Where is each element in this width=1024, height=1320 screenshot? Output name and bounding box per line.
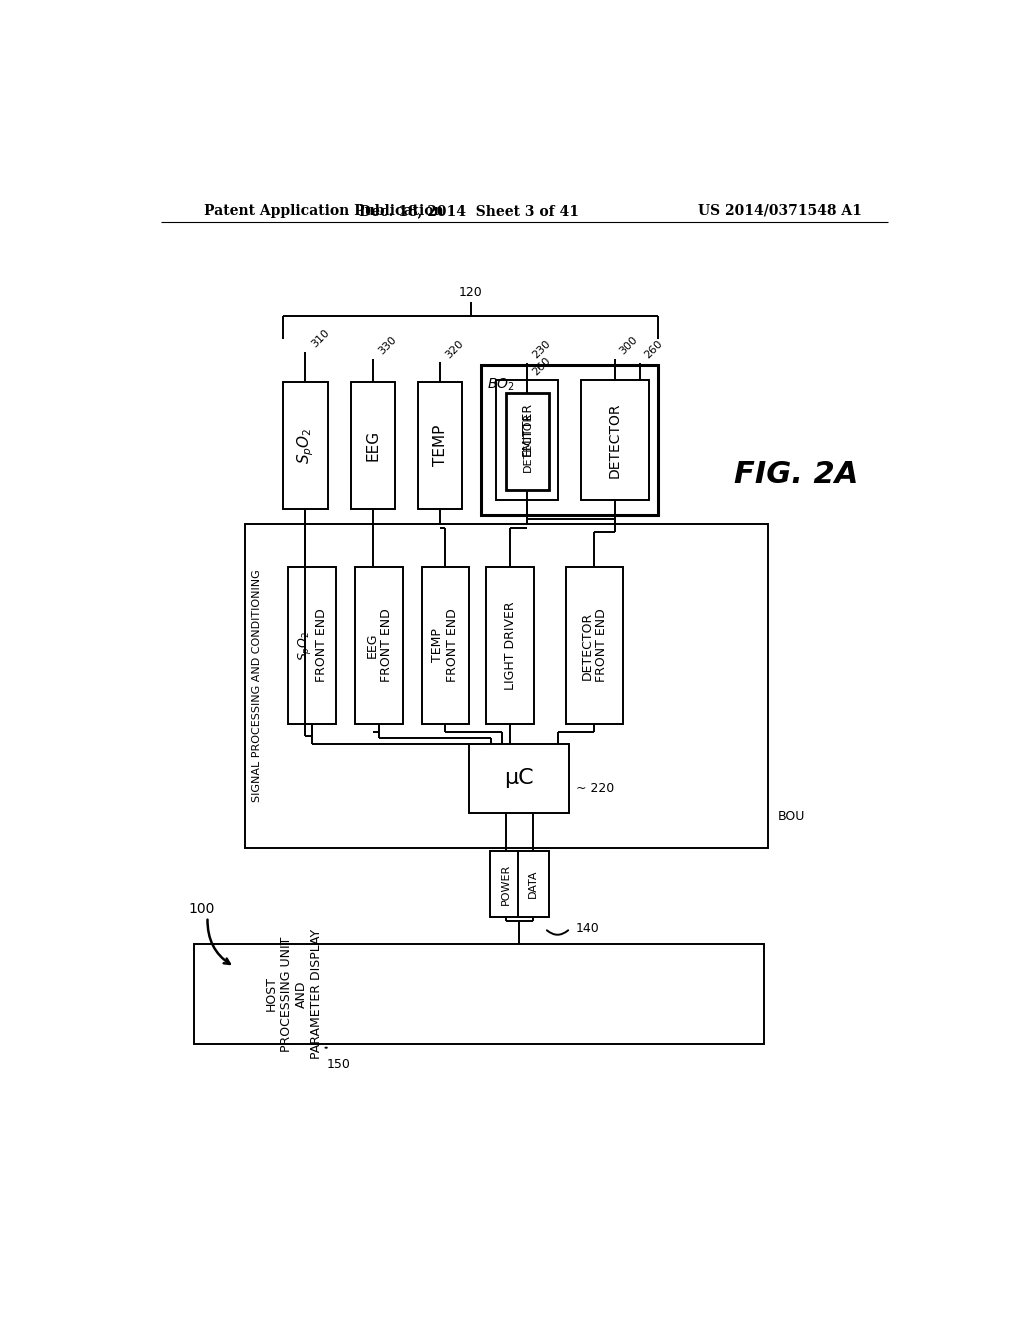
Text: Dec. 18, 2014  Sheet 3 of 41: Dec. 18, 2014 Sheet 3 of 41 bbox=[359, 203, 580, 218]
Text: 120: 120 bbox=[459, 286, 482, 300]
Text: 140: 140 bbox=[575, 921, 599, 935]
Bar bbox=[581, 380, 649, 499]
Text: HOST
PROCESSING UNIT
AND
PARAMETER DISPLAY: HOST PROCESSING UNIT AND PARAMETER DISPL… bbox=[265, 929, 323, 1059]
Text: 310: 310 bbox=[309, 327, 331, 350]
Text: TEMP
FRONT END: TEMP FRONT END bbox=[431, 609, 460, 682]
Bar bbox=[490, 851, 521, 917]
Bar bbox=[486, 566, 535, 725]
Bar bbox=[469, 743, 569, 813]
Text: DETECTOR
FRONT END: DETECTOR FRONT END bbox=[581, 609, 608, 682]
Bar bbox=[418, 381, 463, 508]
Text: μC: μC bbox=[505, 768, 535, 788]
Bar bbox=[194, 944, 764, 1044]
Text: EMITTER: EMITTER bbox=[520, 403, 534, 457]
Text: POWER: POWER bbox=[501, 863, 511, 904]
Text: EEG
FRONT END: EEG FRONT END bbox=[366, 609, 393, 682]
Bar bbox=[355, 566, 403, 725]
Bar bbox=[518, 851, 549, 917]
Text: DETECTOR: DETECTOR bbox=[608, 403, 622, 478]
Bar bbox=[506, 393, 550, 490]
Text: BOU: BOU bbox=[777, 810, 805, 824]
Text: 260: 260 bbox=[530, 355, 553, 378]
Text: Patent Application Publication: Patent Application Publication bbox=[204, 203, 443, 218]
Bar bbox=[245, 524, 768, 847]
Text: ~ 220: ~ 220 bbox=[575, 783, 613, 795]
Text: 300: 300 bbox=[617, 334, 640, 356]
Text: $BO_2$: $BO_2$ bbox=[487, 378, 515, 393]
Text: 150: 150 bbox=[327, 1057, 350, 1071]
Text: DATA: DATA bbox=[528, 870, 539, 899]
Text: LIGHT DRIVER: LIGHT DRIVER bbox=[504, 601, 517, 690]
Text: $S_pO_2$: $S_pO_2$ bbox=[295, 426, 315, 463]
Text: EEG: EEG bbox=[366, 430, 381, 461]
Text: US 2014/0371548 A1: US 2014/0371548 A1 bbox=[698, 203, 862, 218]
Text: 100: 100 bbox=[188, 902, 215, 916]
Text: SIGNAL PROCESSING AND CONDITIONING: SIGNAL PROCESSING AND CONDITIONING bbox=[252, 569, 262, 803]
Text: TEMP: TEMP bbox=[432, 425, 447, 466]
Bar bbox=[497, 380, 558, 499]
Text: 260: 260 bbox=[643, 339, 665, 360]
Text: 320: 320 bbox=[444, 338, 466, 360]
Bar bbox=[283, 381, 328, 508]
Text: $S_pO_2$
FRONT END: $S_pO_2$ FRONT END bbox=[296, 609, 329, 682]
Bar bbox=[481, 364, 658, 515]
Text: 330: 330 bbox=[377, 334, 399, 356]
Bar bbox=[565, 566, 624, 725]
Text: FIG. 2A: FIG. 2A bbox=[734, 459, 859, 488]
Text: 230: 230 bbox=[530, 339, 552, 360]
Text: DETECTOR: DETECTOR bbox=[522, 412, 532, 471]
Bar bbox=[422, 566, 469, 725]
Bar bbox=[289, 566, 336, 725]
Bar bbox=[351, 381, 395, 508]
